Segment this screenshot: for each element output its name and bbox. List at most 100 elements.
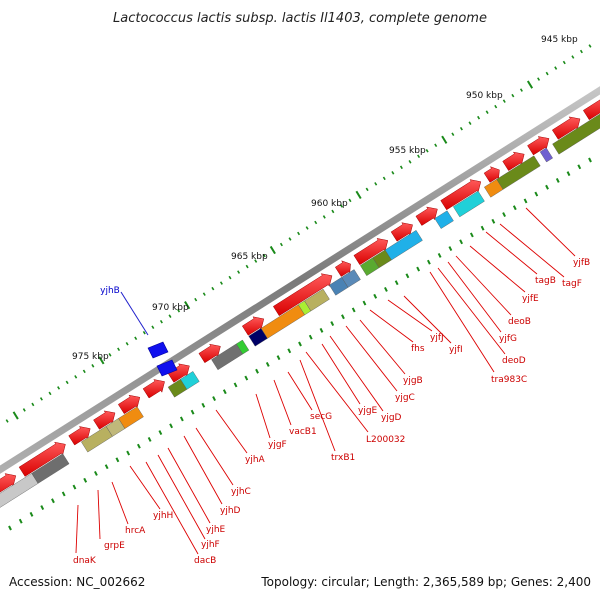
gene-arrow (117, 394, 141, 415)
inner-tick (405, 273, 410, 279)
inner-tick (18, 518, 23, 524)
feature-blocks (0, 113, 600, 508)
ruler-tick (537, 77, 541, 81)
inner-tick (169, 423, 174, 429)
ruler-tick (526, 80, 534, 89)
ruler-tick (502, 99, 506, 103)
gene-label-yjhB: yjhB (100, 286, 120, 296)
gene-label-yjfE: yjfE (522, 294, 539, 304)
ruler-tick (245, 264, 249, 269)
gene-arrow (272, 273, 333, 317)
gene-label-yjhF: yjhF (201, 540, 220, 550)
gene-label-deoD: deoD (502, 356, 526, 366)
leader-line (97, 489, 101, 540)
inner-tick (104, 464, 109, 470)
ruler-tick (39, 397, 43, 401)
leader-line (387, 299, 433, 332)
ruler-tick (355, 190, 362, 200)
inner-tick (426, 259, 431, 265)
gene-label-yjgD: yjgD (381, 413, 402, 423)
ruler-tick (151, 325, 155, 329)
tick-track (0, 44, 592, 428)
gene-arrow (198, 343, 221, 364)
inner-tick (179, 416, 184, 422)
accession-text: Accession: NC_002662 (9, 575, 145, 589)
inner-tick (126, 450, 131, 456)
inner-tick (384, 287, 388, 292)
inner-tick (588, 157, 592, 163)
leader-line (429, 271, 495, 373)
ruler-tick (477, 115, 481, 120)
leader-line (129, 465, 161, 510)
feature-block (180, 371, 200, 390)
gene-label-tra983C: tra983C (491, 375, 527, 385)
feature-block (118, 406, 144, 429)
inner-tick (448, 246, 453, 252)
ruler-label: 950 kbp (466, 91, 503, 101)
ruler-tick (322, 215, 326, 219)
inner-tick (115, 457, 120, 463)
gene-label-yjfJ: yjfJ (430, 333, 444, 343)
leader-line (111, 481, 129, 525)
gene-arrow (93, 410, 116, 430)
ruler-tick (254, 259, 258, 263)
inner-tick (265, 361, 270, 367)
inner-tick (298, 341, 302, 347)
gene-label-yjgF: yjgF (268, 440, 287, 450)
feature-block (434, 210, 454, 229)
leader-line (287, 371, 313, 411)
ruler-tick (434, 143, 438, 148)
ruler-tick (65, 380, 69, 385)
gene-arrow (167, 363, 190, 383)
gene-label-vacB1: vacB1 (289, 427, 317, 437)
inner-tick (72, 484, 77, 490)
feature-block (552, 113, 600, 155)
ruler-tick (211, 286, 215, 291)
ruler-tick (554, 66, 558, 70)
ruler-tick (228, 275, 232, 280)
ruler-tick (588, 44, 592, 48)
inner-tick (480, 225, 485, 231)
ruler-tick (31, 402, 35, 407)
leader-line (299, 359, 336, 452)
ruler-tick (374, 182, 378, 186)
inner-tick (459, 239, 464, 245)
inner-tick (308, 334, 313, 340)
gene-arrow (502, 151, 525, 171)
ruler-tick (194, 297, 198, 302)
ruler-tick (441, 135, 448, 144)
inner-tick (577, 164, 582, 170)
ruler-tick (382, 176, 386, 181)
label-leader-lines (75, 207, 576, 555)
inner-tick (437, 252, 442, 258)
ruler-tick (417, 154, 421, 159)
gene-arrow (241, 316, 265, 336)
ruler-tick (5, 419, 9, 423)
feature-block (341, 269, 361, 288)
ruler-tick (159, 319, 163, 324)
ruler-tick (219, 281, 223, 285)
ruler-tick (297, 231, 301, 236)
gene-label-yjgE: yjgE (358, 406, 378, 416)
inner-tick (362, 300, 367, 306)
leader-line (255, 393, 271, 439)
ruler-tick (511, 93, 515, 98)
ruler-tick (98, 356, 105, 365)
gene-label-secG: secG (310, 412, 332, 422)
ruler-label: 970 kbp (152, 303, 189, 313)
ruler-tick (134, 336, 138, 341)
gene-label-yjfI: yjfI (449, 345, 463, 355)
ruler-tick (82, 369, 86, 374)
ruler-tick (74, 375, 78, 379)
gene-label-yjhD: yjhD (220, 506, 241, 516)
inner-tick (190, 409, 195, 415)
gene-arrow (353, 238, 389, 266)
ruler-tick (519, 88, 523, 92)
leader-line (305, 351, 369, 433)
ruler-label: 965 kbp (231, 252, 268, 262)
inner-tick (212, 396, 216, 401)
gene-label-yjfB: yjfB (573, 258, 590, 268)
inner-tick (534, 191, 539, 197)
gene-arrow (527, 136, 550, 156)
inner-tick (94, 471, 98, 476)
